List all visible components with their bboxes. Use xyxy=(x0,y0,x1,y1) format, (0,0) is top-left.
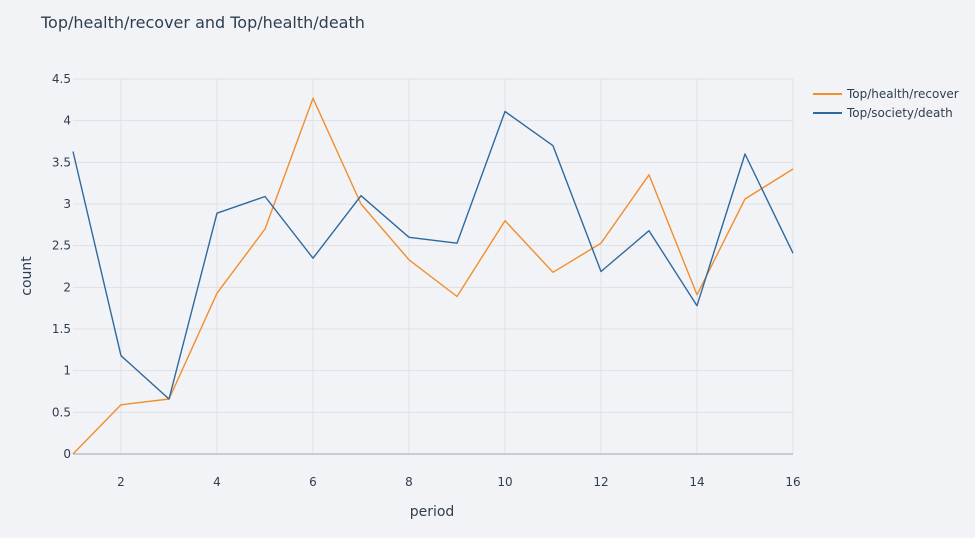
y-tick-label: 0.5 xyxy=(52,405,71,419)
legend-item[interactable]: Top/society/death xyxy=(813,106,953,120)
x-tick-label: 16 xyxy=(785,475,800,489)
y-tick-label: 0 xyxy=(63,447,71,461)
series-line-2 xyxy=(72,110,794,400)
y-axis-title: count xyxy=(19,256,35,296)
x-axis-title: period xyxy=(410,504,455,520)
x-tick-label: 12 xyxy=(593,475,608,489)
legend[interactable]: Top/health/recover Top/society/death xyxy=(813,87,959,120)
legend-label: Top/health/recover xyxy=(846,87,959,101)
y-tick-label: 4 xyxy=(63,114,71,128)
y-tick-label: 4.5 xyxy=(52,72,71,86)
y-tick-label: 1.5 xyxy=(52,322,71,336)
legend-item[interactable]: Top/health/recover xyxy=(813,87,959,101)
x-tick-label: 8 xyxy=(405,475,413,489)
y-tick-label: 1 xyxy=(63,364,71,378)
series-line-1 xyxy=(72,97,794,455)
legend-label: Top/society/death xyxy=(846,106,953,120)
x-tick-label: 10 xyxy=(497,475,512,489)
chart-title: Top/health/recover and Top/health/death xyxy=(40,13,365,32)
series-lines xyxy=(72,97,794,455)
y-tick-label: 2.5 xyxy=(52,239,71,253)
x-tick-label: 6 xyxy=(309,475,317,489)
y-tick-label: 2 xyxy=(63,280,71,294)
x-tick-label: 4 xyxy=(213,475,221,489)
x-tick-label: 14 xyxy=(689,475,704,489)
y-tick-label: 3.5 xyxy=(52,155,71,169)
grid xyxy=(73,78,794,455)
x-tick-label: 2 xyxy=(117,475,125,489)
axis-ticks: 0 0.5 1 1.5 2 2.5 3 3.5 4 4.5 2 4 6 8 10 12 14 16 xyxy=(52,72,801,489)
y-tick-label: 3 xyxy=(63,197,71,211)
